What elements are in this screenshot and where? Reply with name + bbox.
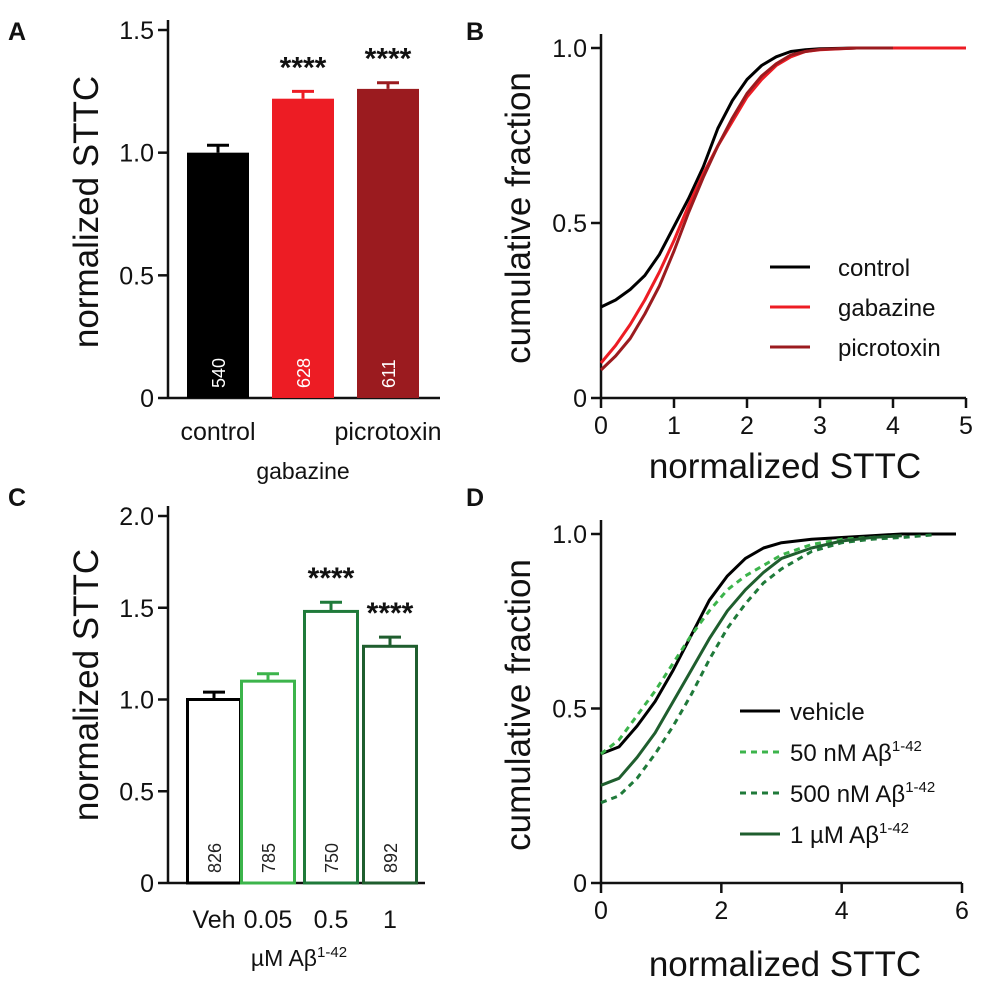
panel-d-xtick-label: 0 <box>594 897 608 925</box>
panel-a-bar-control <box>187 152 249 398</box>
panel-a-ytick-label: 0 <box>140 385 154 413</box>
panel-c-category-label: 0.5 <box>314 906 349 934</box>
panel-c-ytick-label: 1.0 <box>119 687 154 715</box>
panel-a-n-label: 628 <box>294 358 314 388</box>
panel-c-n-label: 750 <box>322 843 342 873</box>
panel-d-xtick-label: 6 <box>955 897 969 925</box>
panel-c-ytick-label: 0 <box>140 870 154 898</box>
panel-d-legend-label: 50 nM Aβ1-42 <box>790 738 922 767</box>
panel-d-xtick-label: 4 <box>835 897 849 925</box>
panel-d-ylabel: cumulative fraction <box>499 559 538 851</box>
panel-b-ytick-label: 0.5 <box>552 210 587 238</box>
panel-b-legend-label: picrotoxin <box>838 335 941 362</box>
panel-d-ytick-label: 0.5 <box>552 696 587 724</box>
panel-b-xtick-label: 3 <box>813 412 827 440</box>
panel-c-ytick-label: 0.5 <box>119 778 154 806</box>
panel-a-ytick-label: 1.5 <box>119 17 154 45</box>
panel-a-significance-stars: **** <box>365 43 412 76</box>
panel-c-significance-stars: **** <box>308 562 355 595</box>
panel-c-ytick-label: 1.5 <box>119 595 154 623</box>
panel-b-legend-label: gabazine <box>838 295 935 322</box>
panel-d-series-2 <box>600 533 933 805</box>
panel-d-ytick-label: 0 <box>573 870 587 898</box>
panel-d-series-0 <box>600 532 956 756</box>
panel-a-category-label: control <box>180 418 255 446</box>
panel-a-ytick-label: 0.5 <box>119 262 154 290</box>
panel-letter-c: C <box>8 484 26 512</box>
panel-a-bar-gabazine <box>272 98 334 399</box>
panel-a-bar-chart: normalized STTC 0 0.5 1.0 1.5 540 628 **** 611 *… <box>67 17 442 484</box>
panel-d-legend-label: 500 nM Aβ1-42 <box>790 779 935 808</box>
panel-letter-a: A <box>8 18 26 46</box>
panel-c-xlabel: µM Aβ1-42 <box>251 944 347 971</box>
panel-c-category-label: 0.05 <box>244 906 293 934</box>
panel-d-xlabel: normalized STTC <box>649 945 921 984</box>
panel-b-ylabel: cumulative fraction <box>499 72 538 364</box>
panel-d-cumulative-chart: cumulative fraction normalized STTC 0 0.5… <box>499 520 969 984</box>
panel-c-category-label: Veh <box>192 906 235 934</box>
panel-c-significance-stars: **** <box>367 597 414 630</box>
panel-d-series-1 <box>600 534 902 756</box>
panel-b-xlabel: normalized STTC <box>649 447 921 486</box>
panel-c-n-label: 785 <box>259 843 279 873</box>
panel-b-xtick-label: 2 <box>740 412 754 440</box>
panel-letter-d: D <box>466 484 484 512</box>
panel-a-significance-stars: **** <box>280 51 327 84</box>
panel-c-n-label: 826 <box>205 843 225 873</box>
panel-letter-b: B <box>466 18 484 46</box>
panel-c-ytick-label: 2.0 <box>119 503 154 531</box>
panel-c-n-label: 892 <box>381 843 401 873</box>
panel-c-ylabel: normalized STTC <box>67 549 106 821</box>
panel-b-legend-label: control <box>838 255 910 282</box>
panel-b-cumulative-chart: cumulative fraction normalized STTC 0 0.5… <box>499 34 973 486</box>
panel-c-category-label: 1 <box>383 906 397 934</box>
panel-d-legend-label: vehicle <box>790 699 865 726</box>
panel-c-bar-chart: normalized STTC µM Aβ1-42 0 0.5 1.0 1.5 2.0 8… <box>67 503 425 971</box>
panel-a-n-label: 611 <box>379 359 399 388</box>
panel-a-category-label: gabazine <box>256 458 349 484</box>
panel-b-series-0 <box>600 46 893 309</box>
panel-b-ytick-label: 1.0 <box>552 35 587 63</box>
panel-d-legend-label: 1 µM Aβ1-42 <box>790 820 909 849</box>
panel-b-xtick-label: 1 <box>667 412 681 440</box>
panel-a-n-label: 540 <box>209 358 229 388</box>
panel-b-ytick-label: 0 <box>573 385 587 413</box>
panel-d-ytick-label: 1.0 <box>552 521 587 549</box>
panel-c-bar-0-5 <box>303 609 359 885</box>
panel-b-xtick-label: 4 <box>886 412 900 440</box>
panel-d-xtick-label: 2 <box>714 897 728 925</box>
panel-a-bar-picrotoxin <box>357 88 419 398</box>
panel-a-ytick-label: 1.0 <box>119 140 154 168</box>
panel-a-ylabel: normalized STTC <box>67 76 106 348</box>
panel-b-xtick-label: 0 <box>594 412 608 440</box>
panel-b-xtick-label: 5 <box>959 412 973 440</box>
panel-b-series-2 <box>599 46 893 372</box>
panel-d-series-3 <box>600 534 902 787</box>
panel-a-category-label: picrotoxin <box>335 418 442 446</box>
